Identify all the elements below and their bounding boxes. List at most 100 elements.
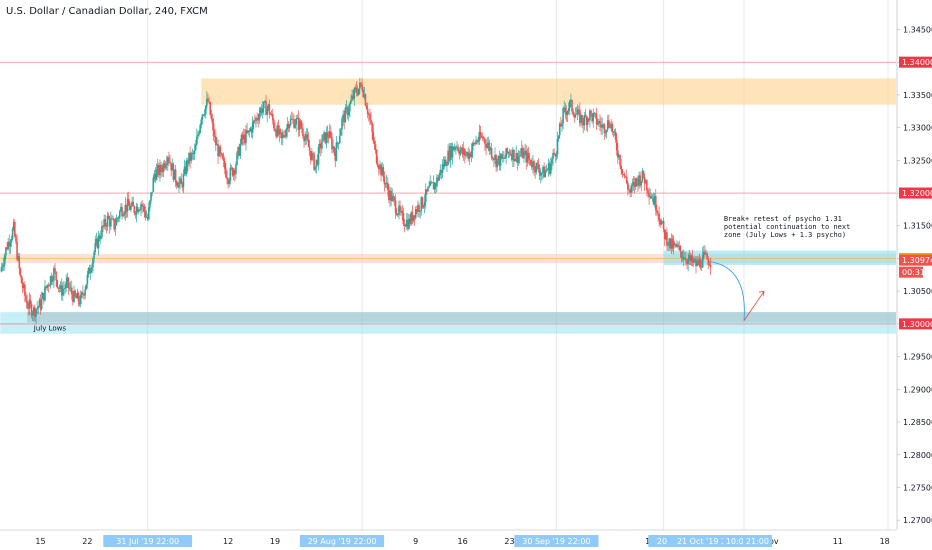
candle-body <box>450 145 453 158</box>
candle-body <box>334 152 337 161</box>
x-highlight-label: 21:00 <box>746 537 769 546</box>
candle-body <box>292 118 294 120</box>
x-highlight-label: 31 Jul '19 22:00 <box>116 537 179 546</box>
candle-body <box>178 182 180 188</box>
candle-body <box>647 190 649 193</box>
last-price-badge-bg <box>899 254 932 266</box>
candle-body <box>265 101 267 115</box>
candle-body <box>489 147 492 151</box>
candle-body <box>574 114 577 118</box>
candle-body <box>315 159 318 167</box>
candle-body <box>470 150 473 157</box>
candle-body <box>420 197 423 212</box>
candle-body <box>286 124 289 130</box>
projection-arrow-up <box>743 290 765 321</box>
candle-body <box>294 124 296 128</box>
candle-body <box>270 113 273 115</box>
candle-body <box>391 195 394 202</box>
candle-body <box>279 129 282 133</box>
candle-body <box>269 114 272 116</box>
candle-body <box>133 206 136 214</box>
candle-body <box>441 164 444 174</box>
candle-body <box>695 259 697 266</box>
candle-body <box>89 270 92 274</box>
candle-body <box>667 245 669 246</box>
candle-body <box>235 164 237 174</box>
candle-body <box>220 152 223 155</box>
candle-body <box>309 151 312 160</box>
candle-body <box>101 225 103 238</box>
candle-body <box>250 128 253 133</box>
candle-body <box>660 222 663 225</box>
candle-body <box>177 185 179 188</box>
candle-body <box>336 142 339 144</box>
y-tick-label: 1.29000 <box>903 385 932 394</box>
candle-body <box>346 107 349 116</box>
candle-body <box>288 124 291 129</box>
candle-body <box>123 213 126 216</box>
candles <box>0 77 712 325</box>
candle-body <box>608 120 610 127</box>
candle-body <box>174 169 177 183</box>
candle-body <box>587 118 590 121</box>
candle-body <box>625 176 628 184</box>
candle-body <box>344 107 347 123</box>
candle-body <box>38 299 41 307</box>
candle-body <box>158 165 160 176</box>
candle-body <box>641 170 644 182</box>
candle-body <box>520 148 523 155</box>
candle-body <box>359 82 361 89</box>
candle-body <box>423 201 426 206</box>
candle-body <box>106 215 109 227</box>
candle-body <box>518 155 521 157</box>
candle-body <box>266 108 268 115</box>
candle-body <box>215 137 217 146</box>
candle-body <box>498 155 501 166</box>
candle-body <box>35 309 37 317</box>
candle-body <box>179 178 181 183</box>
candle-body <box>596 123 599 125</box>
candle-body <box>571 100 573 112</box>
candle-body <box>327 137 330 139</box>
candle-body <box>211 119 214 124</box>
candle-body <box>479 131 482 138</box>
candle-body <box>271 113 274 121</box>
candle-body <box>353 88 356 99</box>
candle-body <box>590 110 592 114</box>
candle-body <box>592 113 595 122</box>
candle-body <box>277 125 280 135</box>
candle-body <box>476 140 478 142</box>
candle-body <box>337 143 340 144</box>
candle-body <box>531 164 533 168</box>
candle-body <box>599 121 601 125</box>
candle-body <box>591 113 593 122</box>
candle-body <box>188 152 190 164</box>
candle-body <box>17 256 19 260</box>
candle-body <box>60 285 63 296</box>
candle-body <box>589 110 591 121</box>
candle-body <box>298 120 301 131</box>
candle-body <box>313 153 315 170</box>
candle-body <box>508 152 511 154</box>
candle-body <box>386 182 389 191</box>
candle-body <box>27 308 30 309</box>
candle-body <box>422 205 425 208</box>
candle-body <box>681 257 684 259</box>
candle-body <box>627 183 629 190</box>
candle-body <box>79 295 82 305</box>
candle-body <box>107 215 110 219</box>
candle-body <box>3 255 6 265</box>
candle-body <box>16 241 18 260</box>
candle-body <box>480 136 483 138</box>
candle-body <box>435 183 437 187</box>
x-tick-label: 11 <box>833 537 843 546</box>
candle-body <box>670 238 673 249</box>
candle-body <box>254 120 256 122</box>
candle-body <box>374 144 377 150</box>
candle-body <box>548 163 551 174</box>
candle-body <box>182 174 185 188</box>
candle-body <box>459 150 462 155</box>
candle-body <box>634 178 637 187</box>
candle-body <box>159 164 161 176</box>
candle-body <box>378 166 380 170</box>
